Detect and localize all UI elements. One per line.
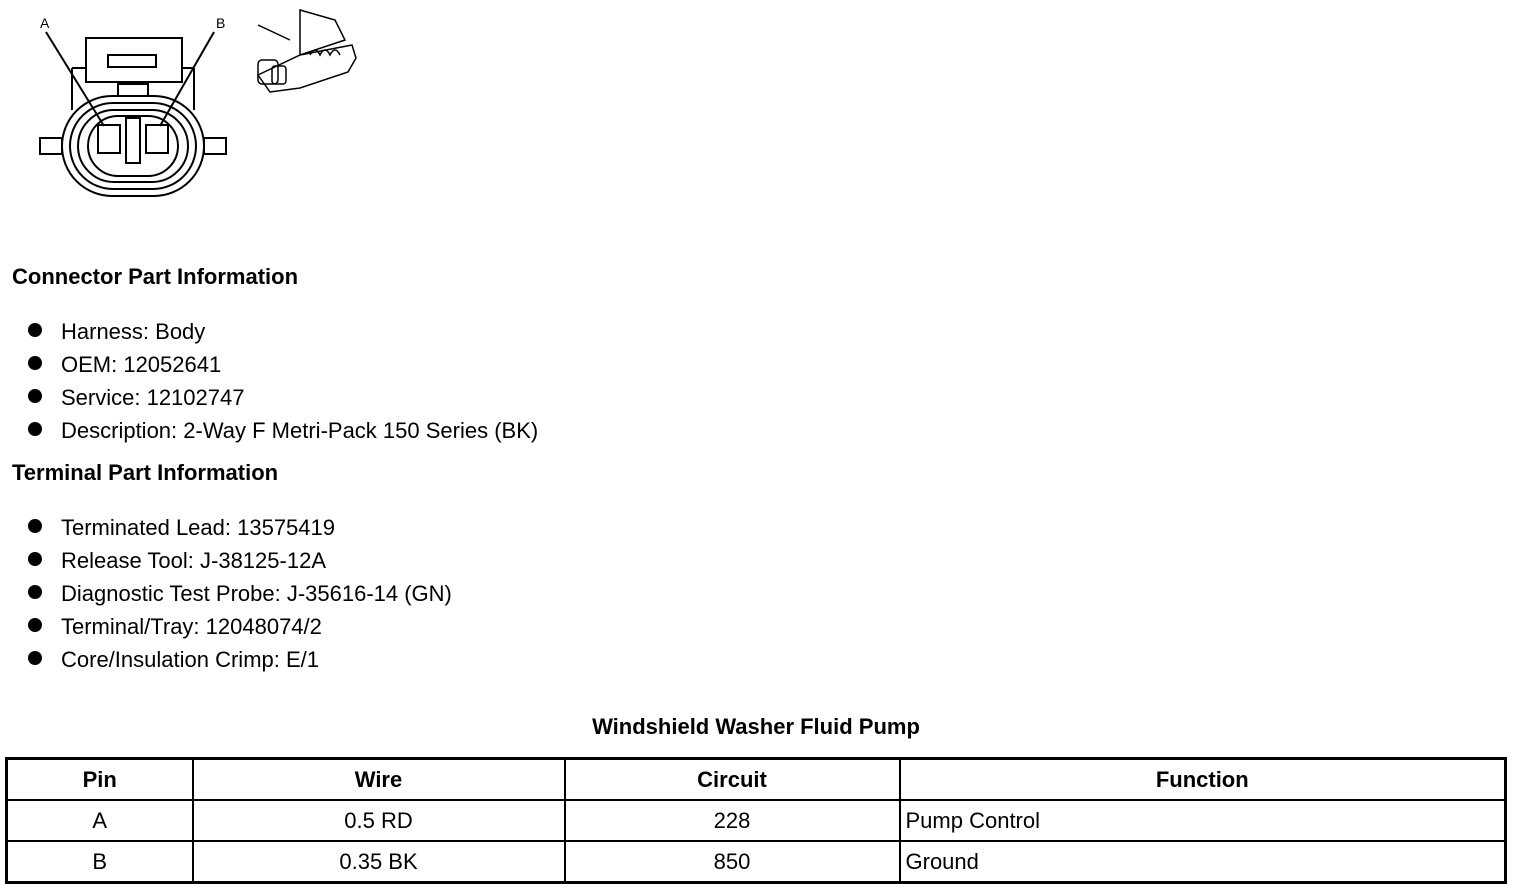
terminal-part-heading: Terminal Part Information xyxy=(12,460,279,485)
table-title: Windshield Washer Fluid Pump xyxy=(592,714,920,739)
list-item: Terminal/Tray: 12048074/2 xyxy=(28,610,452,643)
cell-function: Pump Control xyxy=(898,799,1507,842)
connector-face-drawing: A B xyxy=(39,9,357,197)
list-item: Service: 12102747 xyxy=(28,381,538,414)
terminal-part-list: Terminated Lead: 13575419 Release Tool: … xyxy=(28,511,452,676)
list-item-text: Description: 2-Way F Metri-Pack 150 Seri… xyxy=(61,417,539,443)
connector-part-heading: Connector Part Information xyxy=(12,264,299,289)
list-item-text: Release Tool: J-38125-12A xyxy=(61,547,326,573)
connector-part-list: Harness: Body OEM: 12052641 Service: 121… xyxy=(28,315,538,447)
cell-pin: A xyxy=(5,799,194,842)
bullet-icon xyxy=(28,518,42,533)
cell-circuit: 850 xyxy=(563,840,901,884)
list-item-text: Service: 12102747 xyxy=(61,384,245,410)
bullet-icon xyxy=(28,584,42,599)
header-wire: Wire xyxy=(191,757,566,801)
list-item: Diagnostic Test Probe: J-35616-14 (GN) xyxy=(28,577,452,610)
bullet-icon xyxy=(28,355,42,370)
bullet-icon xyxy=(28,421,42,436)
list-item: Core/Insulation Crimp: E/1 xyxy=(28,643,452,676)
list-item-text: Terminated Lead: 13575419 xyxy=(61,514,335,540)
bullet-icon xyxy=(28,388,42,403)
list-item-text: Harness: Body xyxy=(61,318,206,344)
pinout-table: Pin Wire Circuit Function A 0.5 RD 228 P… xyxy=(5,757,1507,884)
table-row: A 0.5 RD 228 Pump Control xyxy=(5,799,1507,842)
list-item: Release Tool: J-38125-12A xyxy=(28,544,452,577)
cell-wire: 0.35 BK xyxy=(191,840,566,884)
list-item: Terminated Lead: 13575419 xyxy=(28,511,452,544)
list-item: Harness: Body xyxy=(28,315,538,348)
cell-function: Ground xyxy=(898,840,1507,884)
header-function: Function xyxy=(898,757,1507,801)
cell-pin: B xyxy=(5,840,194,884)
table-header-row: Pin Wire Circuit Function xyxy=(5,757,1507,801)
table-row: B 0.35 BK 850 Ground xyxy=(5,840,1507,884)
pin-label-a: A xyxy=(40,15,50,31)
list-item: Description: 2-Way F Metri-Pack 150 Seri… xyxy=(28,414,538,447)
list-item-text: Terminal/Tray: 12048074/2 xyxy=(61,613,322,639)
bullet-icon xyxy=(28,322,42,337)
list-item-text: OEM: 12052641 xyxy=(61,351,222,377)
cell-circuit: 228 xyxy=(563,799,901,842)
header-pin: Pin xyxy=(5,757,194,801)
bullet-icon xyxy=(28,617,42,632)
bullet-icon xyxy=(28,551,42,566)
header-circuit: Circuit xyxy=(563,757,901,801)
pin-label-b: B xyxy=(216,15,225,31)
bullet-icon xyxy=(28,650,42,665)
list-item: OEM: 12052641 xyxy=(28,348,538,381)
list-item-text: Diagnostic Test Probe: J-35616-14 (GN) xyxy=(61,580,452,606)
connector-isometric-icon xyxy=(256,9,357,93)
cell-wire: 0.5 RD xyxy=(191,799,566,842)
list-item-text: Core/Insulation Crimp: E/1 xyxy=(61,646,319,672)
